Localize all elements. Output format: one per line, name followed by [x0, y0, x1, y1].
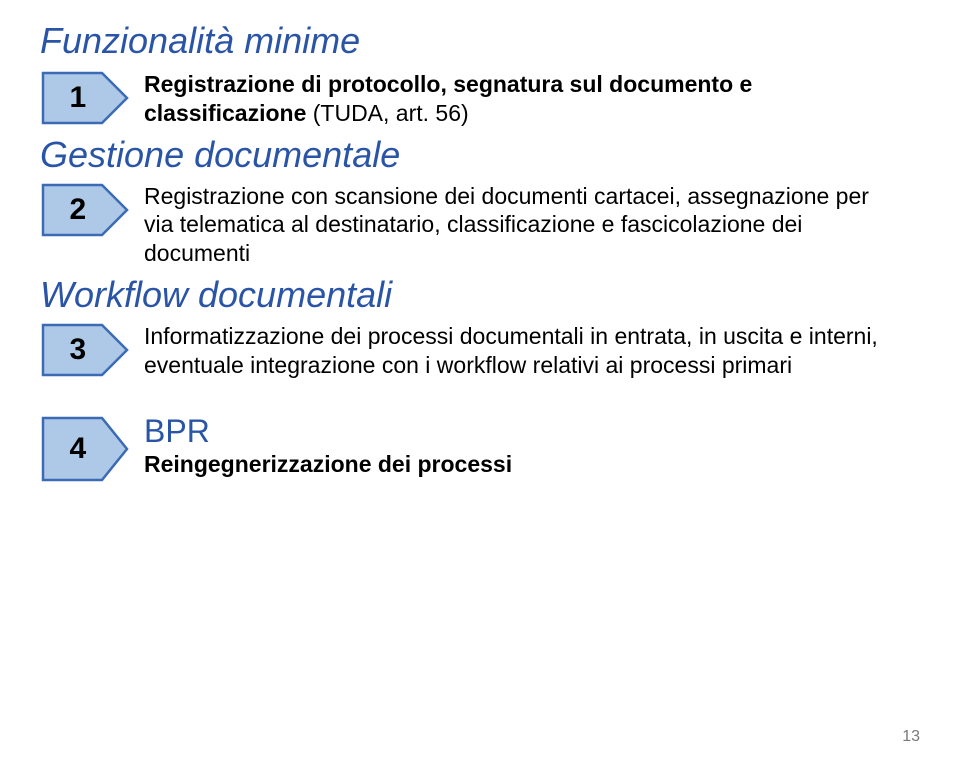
arrow-1-number: 1	[69, 81, 86, 115]
section-heading-workflow: Workflow documentali	[40, 274, 900, 316]
bpr-desc: Reingegnerizzazione dei processi	[144, 451, 512, 479]
arrow-2-number: 2	[69, 193, 86, 227]
arrow-3-number: 3	[69, 333, 86, 367]
item-2-text: Registrazione con scansione dei document…	[144, 180, 900, 268]
item-1-row: 1 Registrazione di protocollo, segnatura…	[40, 68, 900, 128]
item-1-text: Registrazione di protocollo, segnatura s…	[144, 68, 900, 128]
arrow-3: 3	[40, 322, 130, 378]
arrow-4-number: 4	[69, 432, 86, 466]
page-number: 13	[902, 728, 920, 746]
item-4-row: 4 BPR Reingegnerizzazione dei processi	[40, 413, 900, 483]
item-3-text: Informatizzazione dei processi documenta…	[144, 320, 900, 380]
bpr-label: BPR	[144, 415, 512, 449]
page-title: Funzionalità minime	[40, 20, 900, 62]
spacer	[40, 385, 900, 413]
arrow-4: 4	[40, 415, 130, 483]
item-2-row: 2 Registrazione con scansione dei docume…	[40, 180, 900, 268]
arrow-1: 1	[40, 70, 130, 126]
item-4-block: BPR Reingegnerizzazione dei processi	[144, 413, 512, 478]
section-heading-gestione: Gestione documentale	[40, 134, 900, 176]
arrow-2: 2	[40, 182, 130, 238]
item-1-plain: (TUDA, art. 56)	[313, 100, 469, 126]
item-3-row: 3 Informatizzazione dei processi documen…	[40, 320, 900, 380]
